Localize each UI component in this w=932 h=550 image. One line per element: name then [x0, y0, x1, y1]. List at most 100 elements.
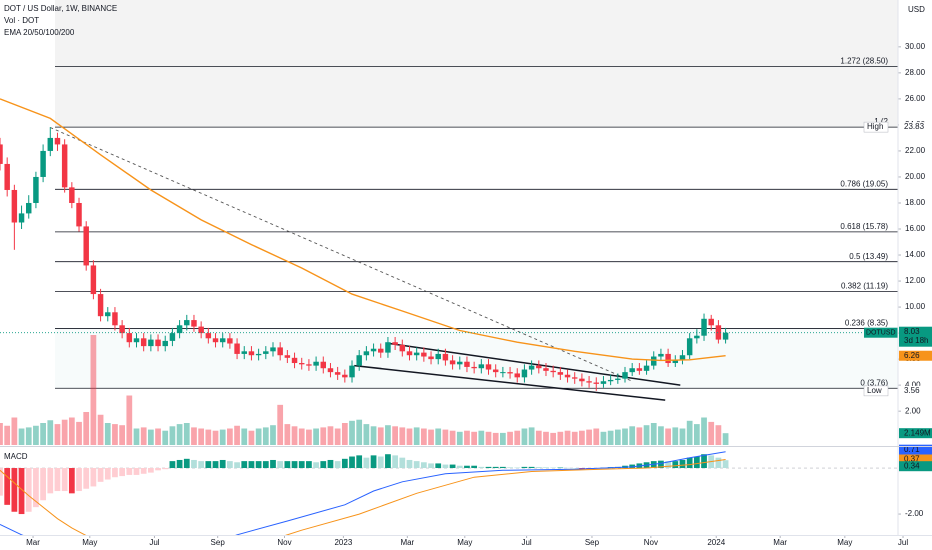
volume-bar [535, 430, 542, 445]
volume-bar [97, 414, 104, 445]
chart-title: DOT / US Dollar, 1W, BINANCE [4, 4, 117, 13]
macd-histogram-bar [550, 467, 557, 469]
macd-histogram-bar [61, 468, 68, 492]
volume-bar [147, 429, 154, 445]
candle-body [715, 325, 722, 340]
volume-bar [227, 428, 233, 445]
volume-bar [377, 427, 384, 445]
macd-tick-label: -2.00 [905, 509, 924, 518]
fib-label: 0.618 (15.78) [840, 222, 888, 231]
volume-bar [708, 421, 715, 445]
macd-histogram-bar [672, 461, 679, 469]
volume-bar [406, 428, 413, 445]
candle-body [464, 361, 470, 367]
macd-histogram-bar [543, 467, 549, 469]
macd-histogram-bar [104, 468, 111, 480]
candle-body [478, 364, 485, 369]
candle-body [550, 370, 556, 373]
x-tick-label: Nov [644, 538, 658, 547]
macd-histogram-bar [83, 468, 90, 489]
macd-histogram-bar [234, 462, 240, 469]
candle-body [399, 344, 406, 352]
macd-histogram-bar [715, 457, 722, 469]
volume-bar [54, 424, 61, 445]
macd-histogram-bar [227, 461, 233, 469]
candle-body [392, 342, 398, 345]
volume-bar [119, 425, 126, 445]
macd-histogram-bar [377, 456, 384, 469]
volume-bar [270, 425, 276, 445]
macd-histogram-bar [169, 461, 176, 469]
candle-body [521, 369, 528, 378]
volume-bar [277, 404, 284, 445]
macd-histogram-bar [528, 466, 535, 469]
candle-body [184, 320, 190, 326]
volume-bar [564, 430, 571, 445]
volume-bar [219, 429, 226, 445]
macd-pane [0, 451, 898, 535]
volume-bar [313, 428, 319, 445]
candle-body [40, 150, 46, 177]
low-tag [863, 385, 889, 397]
volume-bar [284, 424, 291, 445]
volume-bar [629, 426, 636, 445]
macd-histogram-bar [18, 468, 25, 515]
y-tick-label: 18.00 [905, 198, 926, 207]
volume-bar [722, 433, 729, 445]
candle-body [428, 356, 434, 360]
volume-bar [492, 432, 499, 445]
candle-body [485, 364, 492, 370]
volume-bar [399, 427, 406, 445]
candle-body [334, 372, 341, 375]
candle-body [571, 377, 578, 379]
volume-bar [356, 419, 363, 445]
candle-body [126, 333, 133, 343]
high-label: High [867, 122, 883, 131]
volume-bar [90, 335, 97, 445]
volume-bar [162, 430, 169, 445]
volume-bar [686, 420, 693, 445]
candle-body [528, 365, 535, 370]
candle-body [722, 332, 729, 340]
macd-histogram-bar [277, 461, 284, 469]
y-tick-label: 2.00 [905, 406, 921, 415]
macd-histogram-bar [219, 459, 226, 469]
candle-body [54, 137, 61, 145]
candle-body [0, 144, 3, 164]
volume-bar [140, 427, 147, 445]
candle-body [90, 265, 97, 295]
x-tick-label: Jul [521, 538, 531, 547]
candle-body [622, 372, 628, 379]
fib-label: 1 (2 [874, 117, 888, 126]
candle-body [385, 342, 391, 353]
x-tick-label: May [837, 538, 852, 547]
fib-label: 0.236 (8.35) [845, 319, 888, 328]
volume-bar [435, 428, 442, 445]
macd-histogram-bar [40, 468, 46, 501]
macd-histogram-bar [140, 468, 147, 474]
candle-body [543, 368, 549, 371]
candle-body [449, 360, 456, 365]
volume-bar [320, 427, 327, 445]
candle-body [176, 325, 183, 334]
x-tick-label: 2024 [707, 538, 725, 547]
candle-body [615, 378, 621, 380]
candle-body [169, 333, 176, 341]
candle-body [241, 351, 247, 354]
candle-body [248, 351, 255, 356]
macd-histogram-bar [162, 468, 169, 470]
volume-bar [40, 423, 46, 445]
macd-tag-label: 0.34 [904, 461, 920, 470]
candle-body [457, 361, 463, 365]
candle-body [672, 360, 679, 364]
volume-bar [76, 421, 82, 445]
candle-body [148, 339, 154, 347]
volume-bar [514, 430, 521, 445]
macd-histogram-bar [521, 466, 528, 469]
volume-bar [191, 427, 197, 445]
volume-bar [205, 429, 212, 445]
macd-histogram-bar [500, 466, 506, 469]
candle-body [61, 144, 68, 188]
volume-bar [456, 431, 463, 445]
y-tick-label: 16.00 [905, 224, 926, 233]
